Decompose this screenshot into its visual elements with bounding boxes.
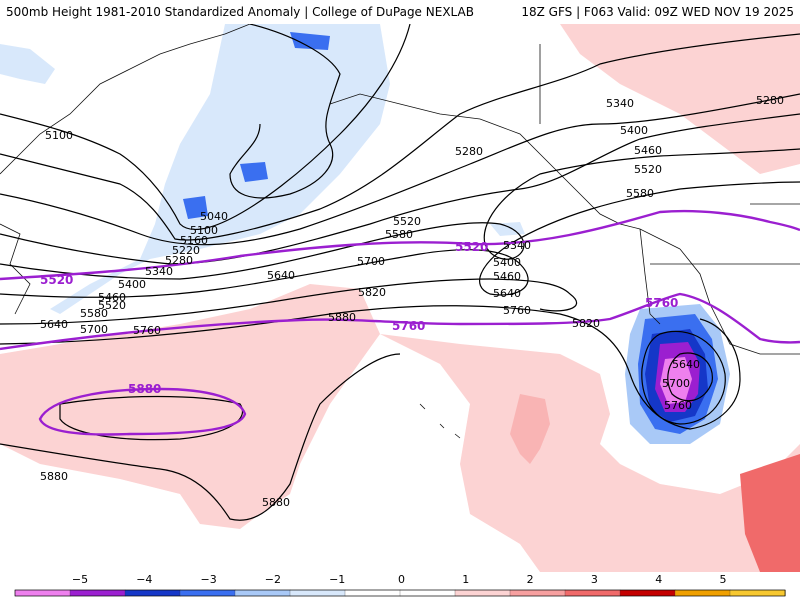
colorbar-swatch — [69, 589, 126, 597]
anomaly-colorbar: −5 −4 −3 −2 −1 0 1 2 3 4 5 — [0, 572, 800, 600]
model-run-info: 18Z GFS | F063 Valid: 09Z WED NOV 19 202… — [521, 5, 794, 19]
colorbar-swatch — [454, 589, 511, 597]
contour-label: 5100 — [190, 224, 218, 237]
contour-label: 5700 — [80, 323, 108, 336]
colorbar-swatch — [729, 589, 786, 597]
colorbar-tick-label: −1 — [329, 573, 346, 586]
colorbar-tick-label: −2 — [264, 573, 281, 586]
colorbar-tick-label: 4 — [655, 573, 663, 586]
contour-label: 5520 — [98, 299, 126, 312]
colorbar-swatch — [619, 589, 676, 597]
colorbar-tick-label: −3 — [200, 573, 217, 586]
contour-label: 5760 — [133, 324, 161, 337]
contour-label: 5580 — [385, 228, 413, 241]
contour-labels: 5100 5040 5100 5160 5220 5280 5340 5400 … — [40, 94, 784, 509]
colorbar-swatch — [509, 589, 566, 597]
contour-label: 5280 — [165, 254, 193, 267]
colorbar-tick-label: 2 — [526, 573, 534, 586]
highlight-label: 5760 — [645, 296, 678, 310]
colorbar-swatch — [179, 589, 236, 597]
map-header: 500mb Height 1981-2010 Standardized Anom… — [0, 0, 800, 24]
colorbar-swatch — [344, 589, 401, 597]
colorbar-tick-label: 5 — [719, 573, 727, 586]
colorbar-tick-label: −4 — [136, 573, 153, 586]
contour-label: 5100 — [45, 129, 73, 142]
colorbar-swatches — [14, 589, 786, 597]
contour-label: 5580 — [626, 187, 654, 200]
contour-label: 5700 — [662, 377, 690, 390]
highlight-label: 5760 — [392, 319, 425, 333]
contour-label: 5460 — [493, 270, 521, 283]
highlight-label: 5520 — [40, 273, 73, 287]
contour-label: 5520 — [634, 163, 662, 176]
contour-label: 5640 — [672, 358, 700, 371]
colorbar-tick-label: −5 — [71, 573, 89, 586]
weather-map: 5100 5040 5100 5160 5220 5280 5340 5400 … — [0, 24, 800, 572]
contour-label: 5220 — [172, 244, 200, 257]
map-title: 500mb Height 1981-2010 Standardized Anom… — [6, 5, 474, 19]
colorbar-swatch — [674, 589, 731, 597]
colorbar-swatch — [124, 589, 181, 597]
height-contours — [0, 24, 800, 521]
contour-label: 5640 — [267, 269, 295, 282]
highlight-label: 5880 — [128, 382, 161, 396]
contour-label: 5400 — [620, 124, 648, 137]
colorbar-swatch — [564, 589, 621, 597]
colorbar-border — [14, 589, 786, 597]
contour-label: 5700 — [357, 255, 385, 268]
contour-label: 5640 — [493, 287, 521, 300]
colorbar-swatch — [14, 589, 71, 597]
colorbar-swatch — [289, 589, 346, 597]
contour-label: 5280 — [455, 145, 483, 158]
contour-label: 5760 — [503, 304, 531, 317]
contour-label: 5640 — [40, 318, 68, 331]
contour-label: 5160 — [180, 234, 208, 247]
negative-anomaly-shading — [0, 24, 730, 444]
colorbar-tick-label: 1 — [462, 573, 470, 586]
highlight-contours — [0, 209, 800, 436]
colorbar-swatch — [234, 589, 291, 597]
contour-label: 5400 — [118, 278, 146, 291]
contour-label: 5040 — [200, 210, 228, 223]
contour-label: 5880 — [328, 311, 356, 324]
contour-label: 5580 — [80, 307, 108, 320]
contour-label: 5820 — [572, 317, 600, 330]
contour-label: 5460 — [98, 291, 126, 304]
colorbar-tick-label: 0 — [398, 573, 405, 586]
contour-label: 5760 — [664, 399, 692, 412]
contour-label: 5820 — [358, 286, 386, 299]
colorbar-tick-label: 3 — [590, 573, 598, 586]
contour-label: 5340 — [145, 265, 173, 278]
positive-anomaly-shading — [0, 24, 800, 572]
contour-label: 5340 — [606, 97, 634, 110]
highlight-contour-labels: 5520 5520 5760 5760 5880 — [40, 240, 678, 396]
contour-label: 5460 — [634, 144, 662, 157]
colorbar-swatch — [399, 589, 456, 597]
contour-label: 5880 — [40, 470, 68, 483]
highlight-label: 5520 — [455, 240, 488, 254]
contour-label: 5400 — [493, 256, 521, 269]
contour-label: 5340 — [503, 239, 531, 252]
coastlines — [0, 24, 800, 439]
contour-label: 5280 — [756, 94, 784, 107]
contour-label: 5880 — [262, 496, 290, 509]
contour-label: 5520 — [393, 215, 421, 228]
